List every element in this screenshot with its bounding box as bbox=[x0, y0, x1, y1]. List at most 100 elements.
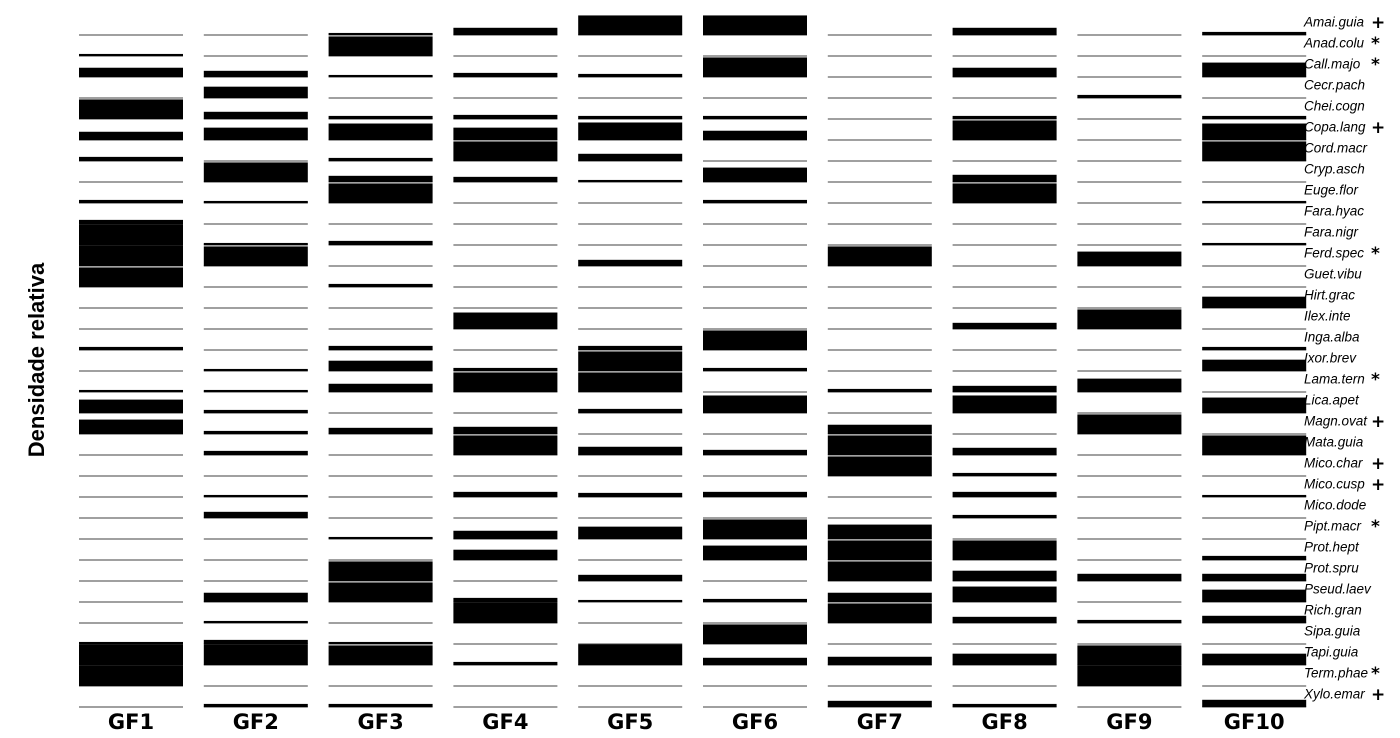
bar-gf4-prot-hept bbox=[453, 549, 558, 560]
bar-gf8-mico-char bbox=[952, 472, 1057, 476]
bar-gf4-rich-gran bbox=[453, 602, 558, 623]
bar-gf5-cord-macr bbox=[578, 153, 683, 161]
species-label-sipa-guia: Sipa.guia bbox=[1304, 624, 1361, 639]
species-label-ixor-brev: Ixor.brev bbox=[1304, 351, 1357, 366]
species-label-fara-nigr: Fara.nigr bbox=[1304, 225, 1359, 240]
species-marker-call-majo: * bbox=[1371, 55, 1380, 75]
species-marker-anad-colu: * bbox=[1371, 34, 1380, 54]
bar-gf3-lama-tern bbox=[328, 383, 433, 392]
bar-gf8-mico-cusp bbox=[952, 491, 1057, 497]
bar-gf6-cryp-asch bbox=[703, 167, 807, 182]
bar-gf7-ferd-spec bbox=[827, 246, 932, 266]
bar-gf8-tapi-guia bbox=[952, 653, 1057, 665]
bar-gf1-sipa-guia bbox=[79, 641, 183, 644]
species-label-prot-spru: Prot.spru bbox=[1304, 561, 1359, 576]
bar-gf7-mata-guia bbox=[827, 435, 932, 455]
bar-gf8-rich-gran bbox=[952, 616, 1057, 623]
bar-gf8-cryp-asch bbox=[952, 174, 1057, 182]
bar-gf10-cord-macr bbox=[1202, 141, 1307, 161]
group-column-gf9 bbox=[1077, 34, 1182, 708]
species-label-amai-guia: Amai.guia bbox=[1303, 15, 1365, 30]
bar-gf6-call-majo bbox=[703, 57, 807, 77]
bar-gf10-prot-spru bbox=[1202, 573, 1307, 581]
bar-gf2-sipa-guia bbox=[203, 639, 308, 644]
bar-gf6-mata-guia bbox=[703, 449, 807, 455]
bar-gf3-pseud-laev bbox=[328, 582, 433, 602]
group-column-gf2 bbox=[203, 34, 308, 708]
bar-gf3-call-majo bbox=[328, 74, 433, 77]
bar-gf2-mata-guia bbox=[203, 450, 308, 455]
group-column-gf10 bbox=[1202, 31, 1307, 708]
species-marker-term-phae: * bbox=[1371, 664, 1380, 684]
species-marker-magn-ovat: + bbox=[1371, 412, 1385, 432]
bar-gf3-pipt-macr bbox=[328, 536, 433, 539]
bar-gf1-guet-vibu bbox=[79, 267, 183, 287]
species-label-lica-apet: Lica.apet bbox=[1304, 393, 1360, 408]
bar-gf3-cryp-asch bbox=[328, 175, 433, 182]
species-label-hirt-grac: Hirt.grac bbox=[1304, 288, 1355, 303]
bar-gf1-fara-hyac bbox=[79, 219, 183, 224]
species-label-tapi-guia: Tapi.guia bbox=[1304, 645, 1359, 660]
bar-gf1-ferd-spec bbox=[79, 245, 183, 266]
species-label-pseud-laev: Pseud.laev bbox=[1304, 582, 1372, 597]
species-label-mico-dode: Mico.dode bbox=[1304, 498, 1366, 513]
bar-gf10-mico-cusp bbox=[1202, 494, 1307, 497]
bar-gf9-tapi-guia bbox=[1077, 645, 1182, 665]
bar-gf10-hirt-grac bbox=[1202, 296, 1307, 308]
bar-gf7-pipt-macr bbox=[827, 524, 932, 539]
bar-gf2-ixor-brev bbox=[203, 368, 308, 371]
group-column-gf6 bbox=[703, 15, 807, 708]
bar-gf8-prot-hept bbox=[952, 540, 1057, 560]
bar-gf10-xylo-emar bbox=[1202, 699, 1307, 707]
bar-gf6-copa-lang bbox=[703, 130, 807, 140]
species-label-copa-lang: Copa.lang bbox=[1304, 120, 1366, 135]
species-label-ilex-inte: Ilex.inte bbox=[1304, 309, 1351, 324]
bar-gf5-ferd-spec bbox=[578, 259, 683, 266]
bar-gf1-magn-ovat bbox=[79, 419, 183, 434]
species-marker-mico-cusp: + bbox=[1371, 475, 1385, 495]
bar-gf5-lica-apet bbox=[578, 408, 683, 413]
bar-gf8-call-majo bbox=[952, 67, 1057, 77]
bar-gf2-rich-gran bbox=[203, 620, 308, 623]
bar-gf2-mico-dode bbox=[203, 511, 308, 518]
bar-gf10-chei-cogn bbox=[1202, 115, 1307, 119]
bar-gf8-mico-dode bbox=[952, 514, 1057, 518]
bar-gf1-copa-lang bbox=[79, 131, 183, 140]
bar-gf9-ilex-inte bbox=[1077, 309, 1182, 329]
bar-gf2-euge-flor bbox=[203, 200, 308, 203]
species-label-inga-alba: Inga.alba bbox=[1304, 330, 1360, 345]
bar-gf9-prot-spru bbox=[1077, 573, 1182, 581]
bar-gf9-ferd-spec bbox=[1077, 251, 1182, 266]
species-label-mata-guia: Mata.guia bbox=[1304, 435, 1364, 450]
bar-gf3-prot-spru bbox=[328, 561, 433, 581]
bar-gf2-lama-tern bbox=[203, 389, 308, 392]
species-label-lama-tern: Lama.tern bbox=[1304, 372, 1365, 387]
bar-gf1-cord-macr bbox=[79, 156, 183, 161]
bar-gf3-chei-cogn bbox=[328, 115, 433, 119]
bar-gf3-guet-vibu bbox=[328, 283, 433, 287]
bar-gf4-magn-ovat bbox=[453, 426, 558, 434]
species-label-euge-flor: Euge.flor bbox=[1304, 183, 1359, 198]
species-label-chei-cogn: Chei.cogn bbox=[1304, 99, 1365, 114]
bar-gf10-call-majo bbox=[1202, 62, 1307, 77]
bar-gf5-copa-lang bbox=[578, 122, 683, 140]
bar-gf6-inga-alba bbox=[703, 330, 807, 350]
bar-gf2-cryp-asch bbox=[203, 162, 308, 182]
bar-gf9-cecr-pach bbox=[1077, 94, 1182, 98]
species-label-mico-cusp: Mico.cusp bbox=[1304, 477, 1365, 492]
group-label-gf2: GF2 bbox=[233, 710, 279, 734]
bar-gf2-lica-apet bbox=[203, 409, 308, 413]
bar-gf2-pseud-laev bbox=[203, 592, 308, 602]
bar-gf7-rich-gran bbox=[827, 603, 932, 623]
species-label-anad-colu: Anad.colu bbox=[1303, 36, 1365, 51]
bar-gf10-copa-lang bbox=[1202, 123, 1307, 140]
bar-gf5-mata-guia bbox=[578, 446, 683, 455]
bar-gf8-pseud-laev bbox=[952, 586, 1057, 602]
bar-gf10-fara-nigr bbox=[1202, 242, 1307, 245]
bar-gf7-lama-tern bbox=[827, 388, 932, 392]
bar-gf10-pseud-laev bbox=[1202, 589, 1307, 602]
group-column-gf4 bbox=[453, 27, 558, 708]
bar-gf1-call-majo bbox=[79, 67, 183, 77]
species-marker-xylo-emar: + bbox=[1371, 685, 1385, 705]
bar-gf6-prot-hept bbox=[703, 545, 807, 560]
